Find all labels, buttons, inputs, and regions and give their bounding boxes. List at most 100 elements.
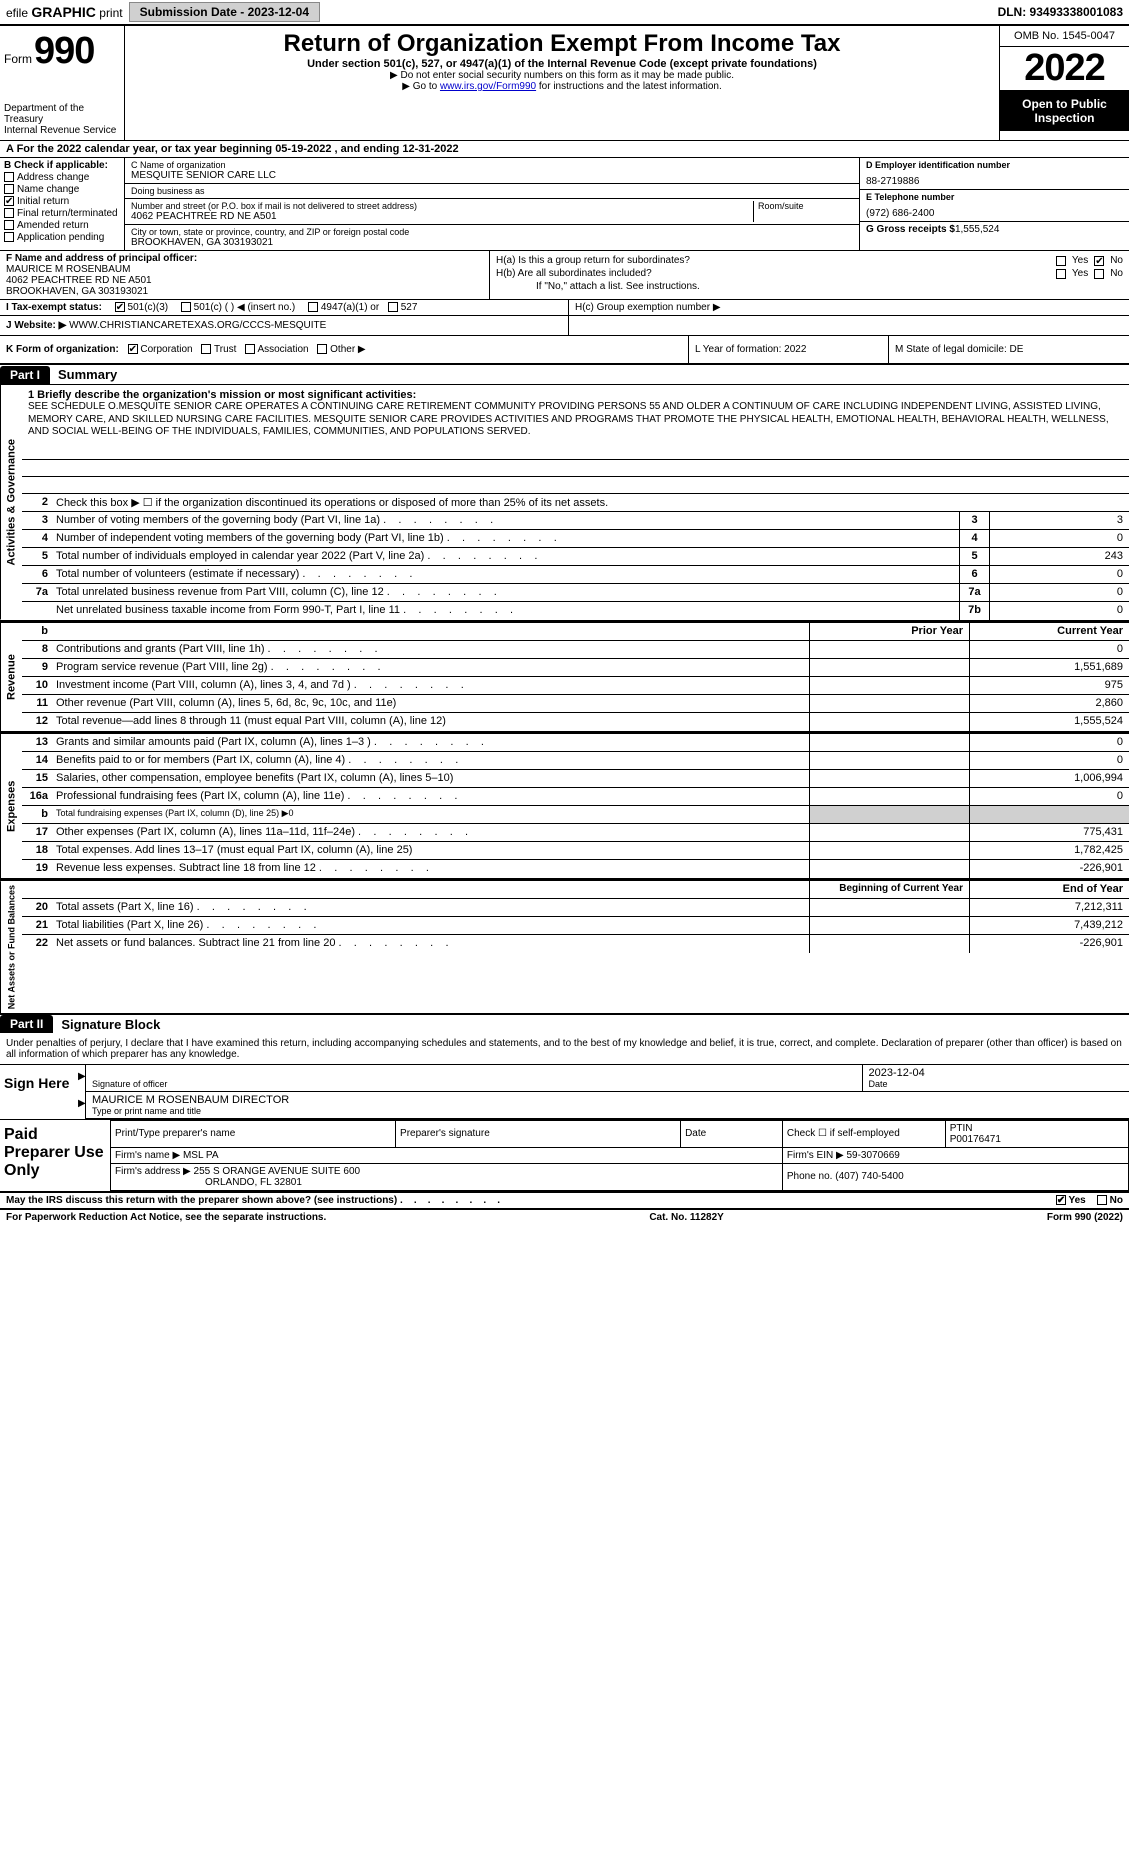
c-address-cell: Number and street (or P.O. box if mail i… [125, 199, 859, 225]
ck-501c[interactable] [181, 302, 191, 312]
irs-discuss-no[interactable] [1097, 1195, 1107, 1205]
line17-desc: Other expenses (Part IX, column (A), lin… [52, 824, 809, 841]
prep-date-header: Date [681, 1120, 783, 1147]
line5-value: 243 [989, 548, 1129, 565]
block-klm: K Form of organization: Corporation Trus… [0, 336, 1129, 365]
ha-row: H(a) Is this a group return for subordin… [496, 255, 1123, 266]
form-title: Return of Organization Exempt From Incom… [129, 30, 995, 58]
ck-527[interactable] [388, 302, 398, 312]
summary-governance: Activities & Governance 1 Briefly descri… [0, 384, 1129, 622]
line6-value: 0 [989, 566, 1129, 583]
ck-amended-return[interactable]: Amended return [4, 220, 120, 231]
firm-ein-cell: Firm's EIN ▶ 59-3070669 [782, 1147, 1128, 1163]
line9-curr: 1,551,689 [969, 659, 1129, 676]
open-public-badge: Open to Public Inspection [1000, 91, 1129, 131]
ck-application-pending[interactable]: Application pending [4, 232, 120, 243]
ck-trust[interactable] [201, 344, 211, 354]
line13-desc: Grants and similar amounts paid (Part IX… [52, 734, 809, 751]
perjury-declaration: Under penalties of perjury, I declare th… [0, 1034, 1129, 1065]
ck-501c3[interactable] [115, 302, 125, 312]
line3-value: 3 [989, 512, 1129, 529]
side-revenue: Revenue [0, 623, 22, 731]
cat-no: Cat. No. 11282Y [649, 1212, 723, 1223]
part-ii-header: Part II Signature Block [0, 1015, 1129, 1034]
department-label: Department of the Treasury Internal Reve… [4, 103, 120, 136]
line7b-desc: Net unrelated business taxable income fr… [52, 602, 959, 620]
line15-curr: 1,006,994 [969, 770, 1129, 787]
line3-desc: Number of voting members of the governin… [52, 512, 959, 529]
line8-curr: 0 [969, 641, 1129, 658]
ha-yes-checkbox[interactable] [1056, 256, 1066, 266]
ck-final-return[interactable]: Final return/terminated [4, 208, 120, 219]
j-right-blank [569, 316, 1129, 335]
form-header-right: OMB No. 1545-0047 2022 Open to Public In… [999, 26, 1129, 140]
note-instructions: ▶ Go to www.irs.gov/Form990 for instruct… [129, 81, 995, 92]
col-c-organization: C Name of organization MESQUITE SENIOR C… [125, 158, 859, 250]
part-i-tab: Part I [0, 366, 50, 384]
d-ein-cell: D Employer identification number 88-2719… [860, 158, 1129, 190]
side-governance: Activities & Governance [0, 385, 22, 620]
block-bcd: B Check if applicable: Address change Na… [0, 158, 1129, 251]
revenue-header: b Prior YearCurrent Year [22, 623, 1129, 641]
b-title: B Check if applicable: [4, 160, 120, 171]
mission-underlines [22, 443, 1129, 494]
c-city-cell: City or town, state or province, country… [125, 225, 859, 250]
hb-no-checkbox[interactable] [1094, 269, 1104, 279]
line14-curr: 0 [969, 752, 1129, 769]
form-ref: Form 990 (2022) [1047, 1212, 1123, 1223]
prep-name-header: Print/Type preparer's name [111, 1120, 396, 1147]
firm-phone-cell: Phone no. (407) 740-5400 [782, 1163, 1128, 1190]
ck-initial-return[interactable]: Initial return [4, 196, 120, 207]
summary-revenue: Revenue b Prior YearCurrent Year 8Contri… [0, 622, 1129, 733]
prep-selfemployed[interactable]: Check ☐ if self-employed [782, 1120, 945, 1147]
note-ssn: ▶ Do not enter social security numbers o… [129, 70, 995, 81]
phone-value: (972) 686-2400 [866, 202, 1123, 219]
line4-desc: Number of independent voting members of … [52, 530, 959, 547]
instructions-link[interactable]: www.irs.gov/Form990 [440, 81, 536, 92]
city-address: BROOKHAVEN, GA 303193021 [131, 237, 853, 248]
hc-group-exemption: H(c) Group exemption number ▶ [569, 300, 1129, 315]
omb-number: OMB No. 1545-0047 [1000, 26, 1129, 47]
mission-text: SEE SCHEDULE O.MESQUITE SENIOR CARE OPER… [28, 401, 1123, 439]
line14-desc: Benefits paid to or for members (Part IX… [52, 752, 809, 769]
firm-name-cell: Firm's name ▶ MSL PA [111, 1147, 783, 1163]
typed-name-field: MAURICE M ROSENBAUM DIRECTOR Type or pri… [85, 1092, 1129, 1118]
line12-curr: 1,555,524 [969, 713, 1129, 731]
line1-label: 1 Briefly describe the organization's mi… [28, 389, 1123, 401]
year-formation: L Year of formation: 2022 [689, 336, 889, 363]
ck-4947[interactable] [308, 302, 318, 312]
efile-label: efile GRAPHIC print [6, 4, 123, 20]
org-name: MESQUITE SENIOR CARE LLC [131, 170, 853, 181]
officer-name: MAURICE M ROSENBAUM [6, 264, 483, 275]
hb-note: If "No," attach a list. See instructions… [496, 281, 1123, 292]
part-ii-title: Signature Block [53, 1015, 168, 1034]
ck-name-change[interactable]: Name change [4, 184, 120, 195]
summary-expenses: Expenses 13Grants and similar amounts pa… [0, 733, 1129, 880]
submission-date-button[interactable]: Submission Date - 2023-12-04 [129, 2, 320, 22]
line19-curr: -226,901 [969, 860, 1129, 878]
na-header: Beginning of Current YearEnd of Year [22, 881, 1129, 899]
pra-notice: For Paperwork Reduction Act Notice, see … [6, 1212, 326, 1223]
irs-discuss-yes[interactable] [1056, 1195, 1066, 1205]
officer-signature-field[interactable]: Signature of officer [85, 1065, 862, 1091]
d-phone-cell: E Telephone number (972) 686-2400 [860, 190, 1129, 222]
footer-row: For Paperwork Reduction Act Notice, see … [0, 1210, 1129, 1225]
ck-other[interactable] [317, 344, 327, 354]
hb-yes-checkbox[interactable] [1056, 269, 1066, 279]
h-group-return: H(a) Is this a group return for subordin… [490, 251, 1129, 299]
prep-sig-header: Preparer's signature [396, 1120, 681, 1147]
line18-desc: Total expenses. Add lines 13–17 (must eq… [52, 842, 809, 859]
line21-curr: 7,439,212 [969, 917, 1129, 934]
officer-city: BROOKHAVEN, GA 303193021 [6, 286, 483, 297]
line20-desc: Total assets (Part X, line 16) [52, 899, 809, 916]
ck-address-change[interactable]: Address change [4, 172, 120, 183]
form-header: Form 990 Department of the Treasury Inte… [0, 26, 1129, 141]
line18-curr: 1,782,425 [969, 842, 1129, 859]
line15-desc: Salaries, other compensation, employee b… [52, 770, 809, 787]
officer-addr: 4062 PEACHTREE RD NE A501 [6, 275, 483, 286]
line13-curr: 0 [969, 734, 1129, 751]
ha-no-checkbox[interactable] [1094, 256, 1104, 266]
ck-association[interactable] [245, 344, 255, 354]
ck-corporation[interactable] [128, 344, 138, 354]
block-i: I Tax-exempt status: 501(c)(3) 501(c) ( … [0, 300, 1129, 316]
